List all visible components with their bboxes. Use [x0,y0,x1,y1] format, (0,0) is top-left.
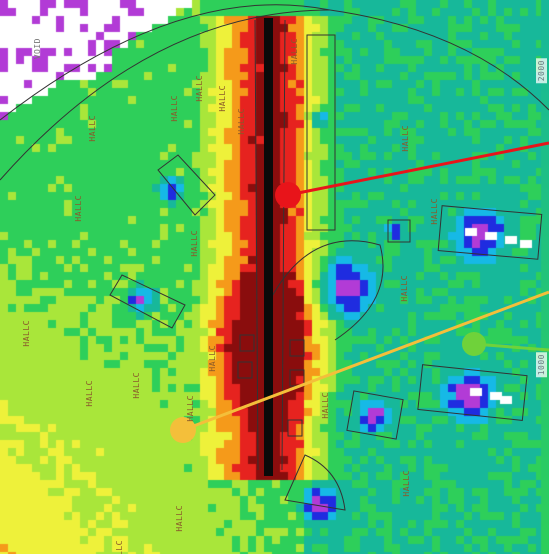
yellow-marker-line [182,290,549,432]
room-outline [287,419,303,437]
room-label: HALLC [195,75,204,102]
void-label: VOID [33,38,42,60]
red-marker-line [287,141,549,197]
room-outline [157,154,216,216]
right-wall-arc [329,9,549,111]
room-label: HALLC [208,345,217,372]
green-marker-line [473,342,549,352]
room-label: HALLC [290,38,299,65]
room-label: HALLC [88,115,97,142]
room-label: HALLC [186,395,195,422]
corridor-bar [264,18,273,476]
room-outline [239,334,255,352]
outer-wall-arc [0,4,331,121]
room-label: HALLC [85,380,94,407]
room-outline [387,219,411,243]
room-label: HALLC [22,320,31,347]
room-outline [437,205,543,260]
red-marker[interactable] [275,182,301,208]
room-outline [289,339,305,357]
room-label: HALLC [218,85,227,112]
room-label: HALLC [430,198,439,225]
room-label: HALLC [170,95,179,122]
green-marker[interactable] [462,332,486,356]
room-label: HALLC [175,505,184,532]
scale-label-2000: 2000 [536,58,547,84]
corridor-right-wall [281,19,286,471]
room-label: HALLC [321,392,330,419]
room-label: HALLC [132,372,141,399]
courtyard-arc [269,240,384,341]
room-label: HALLC [401,125,410,152]
room-label: HALLC [400,275,409,302]
room-outline [237,361,253,379]
room-outline [109,274,186,329]
room-label: HALLC [190,230,199,257]
inner-wall-arc [0,9,331,181]
corridor-left-wall [254,19,259,471]
room-label: HALLC [74,195,83,222]
room-outline [284,454,346,511]
room-outline [306,34,336,231]
room-label: HALLC [237,108,246,135]
scale-label-1000: 1000 [536,352,547,378]
room-outline [417,364,528,421]
room-outline [346,390,404,440]
yellow-marker[interactable] [170,417,196,443]
room-label: HALLC [402,470,411,497]
room-label: HALLC [115,540,124,554]
